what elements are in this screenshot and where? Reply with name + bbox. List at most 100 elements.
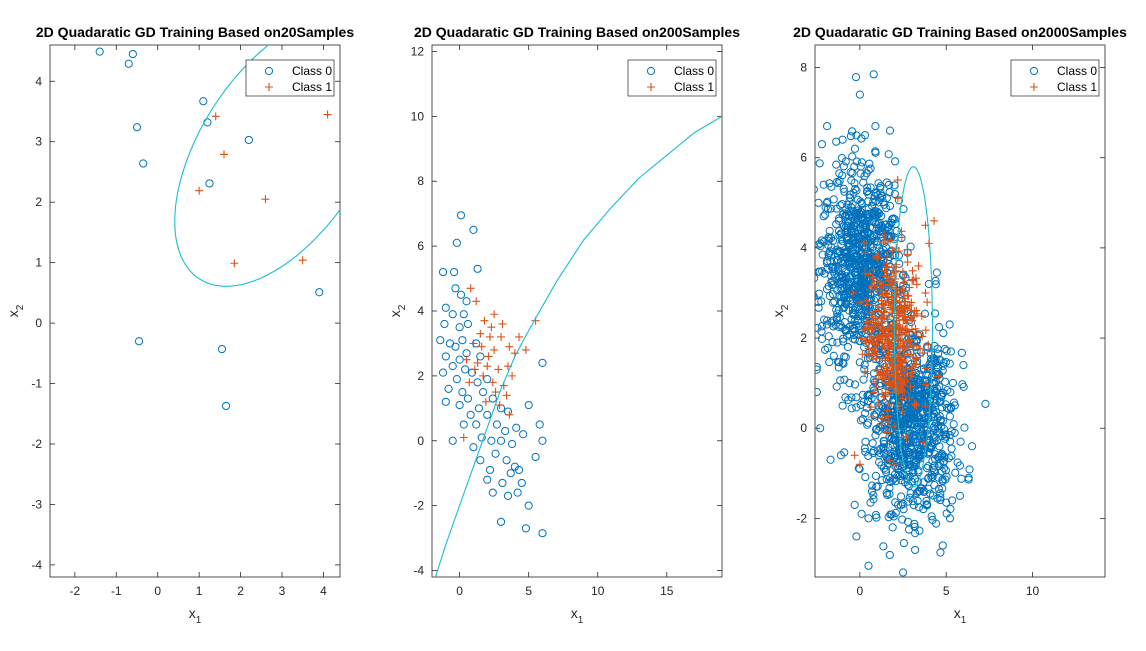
class-0-point (841, 211, 850, 220)
class-0-point (891, 508, 900, 517)
class-1-point (484, 352, 493, 361)
class-1-point (261, 195, 270, 204)
class-0-point (861, 447, 870, 456)
class-1-point (872, 354, 881, 363)
class-1-point (901, 345, 910, 354)
class-0-point (960, 423, 969, 432)
y-axis-label: x2 (770, 304, 791, 317)
class-0-point (478, 387, 488, 397)
class-0-point (884, 150, 893, 159)
class-0-point (832, 245, 841, 254)
class-0-point (134, 337, 144, 346)
class-0-point (817, 327, 826, 336)
class-1-point (870, 281, 879, 290)
class-0-point (856, 400, 865, 410)
class-0-point (934, 424, 943, 433)
class-0-point (491, 449, 500, 458)
class-0-point (904, 419, 913, 428)
class-1-point (918, 332, 927, 341)
y-tick-label: 6 (417, 239, 424, 253)
class-1-point (472, 297, 481, 306)
class-0-point (932, 519, 941, 528)
class-1-point (880, 368, 889, 377)
class-0-point (829, 351, 838, 360)
class-1-point (873, 285, 882, 294)
x-tick-label: 3 (279, 584, 286, 598)
class-0-point (898, 568, 908, 577)
class-1-point (897, 233, 906, 242)
class-0-point (95, 47, 104, 56)
class-0-point (852, 403, 861, 412)
y-tick-label: 3 (35, 135, 42, 149)
y-tick-label: -1 (31, 377, 42, 391)
plot-area (431, 44, 723, 578)
class-0-point (815, 253, 816, 259)
class-0-point (455, 323, 464, 332)
class-0-point (841, 393, 850, 402)
class-1-point (863, 323, 872, 332)
class-0-point (867, 487, 877, 496)
class-0-point (845, 193, 855, 202)
class-0-point (933, 369, 942, 379)
class-0-point (132, 123, 142, 132)
class-0-point (452, 238, 461, 247)
class-0-point (946, 347, 956, 356)
class-0-point (836, 320, 845, 329)
class-0-point (838, 237, 847, 246)
class-1-point (893, 379, 902, 388)
class-0-point (483, 410, 492, 419)
class-0-point (832, 160, 841, 169)
class-1-point (462, 355, 471, 364)
class-1-point (896, 301, 905, 310)
class-1-point (881, 237, 890, 246)
class-1-point (877, 421, 886, 430)
class-1-point (881, 425, 890, 434)
class-0-point (888, 476, 897, 485)
class-0-point (824, 282, 833, 291)
class-0-point (876, 193, 885, 203)
class-1-point (483, 362, 492, 371)
class-1-point (886, 380, 895, 389)
class-0-point (823, 343, 832, 353)
class-0-point (538, 358, 547, 368)
class-0-point (840, 187, 849, 196)
class-0-point (904, 525, 914, 534)
class-1-point (459, 433, 468, 442)
legend: Class 0 Class 1 (627, 59, 717, 97)
class-1-point (903, 337, 912, 346)
class-0-point (851, 253, 860, 262)
class-0-point (891, 251, 900, 260)
class-1-point (880, 341, 889, 350)
class-0-point (861, 472, 870, 482)
y-tick-label: -4 (31, 558, 42, 572)
class-0-point (941, 466, 950, 475)
class-0-point (842, 272, 851, 281)
class-1-point (879, 324, 888, 333)
class-1-point (934, 372, 943, 381)
class-0-point (463, 394, 473, 403)
class-1-point (872, 383, 881, 392)
class-0-point (885, 126, 895, 135)
class-0-point (887, 435, 896, 444)
class-0-point (886, 477, 895, 487)
class-0-point (927, 512, 936, 521)
class-1-point (898, 267, 907, 276)
class-0-point (909, 501, 918, 510)
legend-box (1010, 59, 1100, 97)
class-1-point (921, 288, 930, 297)
y-tick-label: 2 (800, 331, 807, 345)
chart-panel-2000-samples: 0 5 10 -2 0 2 4 6 8 2D Quadaratic GD Training Bas… (770, 24, 1127, 626)
class-0-point (950, 428, 959, 437)
class-0-point (852, 157, 861, 166)
class-0-point (930, 341, 939, 351)
class-0-point (888, 523, 897, 532)
class-1-point (490, 310, 499, 319)
class-0-point (941, 400, 950, 409)
class-1-point (907, 306, 916, 315)
class-0-point (912, 352, 921, 361)
class-0-point (832, 177, 841, 187)
class-0-point (869, 491, 878, 500)
class-1-point (874, 303, 883, 312)
class-0-point (850, 316, 859, 326)
class-0-point (929, 412, 938, 422)
